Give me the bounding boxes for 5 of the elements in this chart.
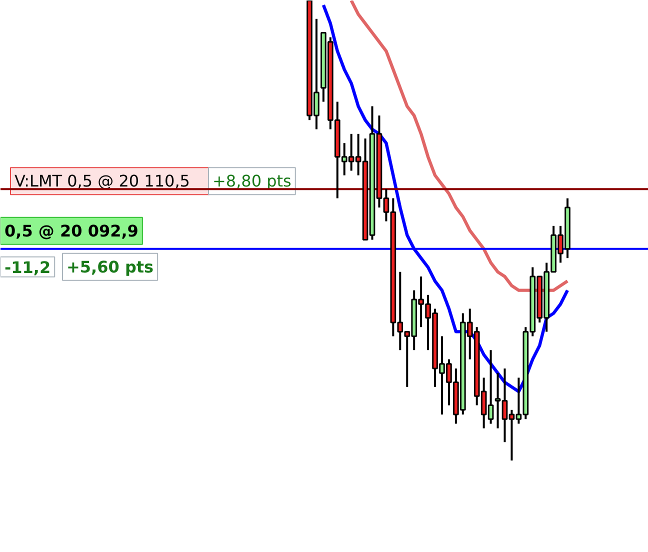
text: 0,5 @ 20 092,9 bbox=[4, 221, 138, 240]
text: V:LMT 0,5 @ 20 110,5 bbox=[14, 172, 190, 191]
text: +5,60 pts bbox=[66, 257, 154, 276]
text: +8,80 pts bbox=[212, 172, 292, 191]
text: -11,2 bbox=[4, 258, 51, 277]
